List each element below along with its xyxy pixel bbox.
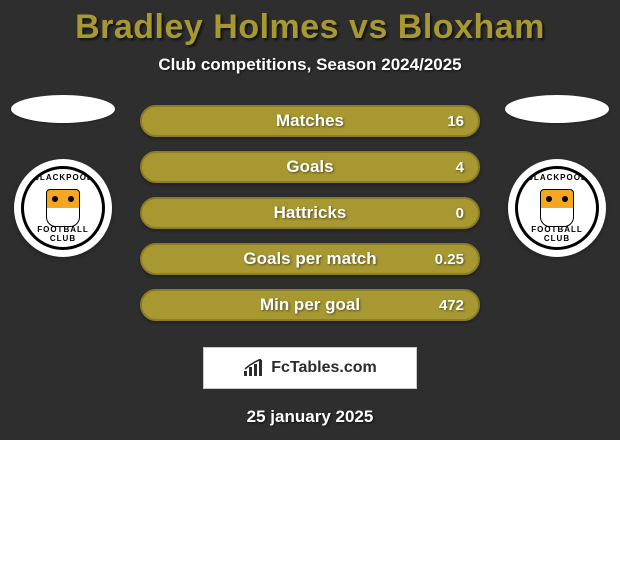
club-name-top: BLACKPOOL [527, 173, 587, 182]
stat-bar-goals: Goals 4 [140, 151, 480, 183]
player-left-avatar [11, 95, 115, 123]
player-right-avatar [505, 95, 609, 123]
stat-bar-min-per-goal: Min per goal 472 [140, 289, 480, 321]
main-content: Bradley Holmes vs Bloxham Club competiti… [0, 0, 620, 427]
stat-label: Goals per match [243, 249, 376, 269]
stat-value-right: 472 [439, 297, 464, 314]
player-left-column: BLACKPOOL FOOTBALL CLUB [8, 95, 118, 257]
date-line: 25 january 2025 [0, 407, 620, 427]
stat-label: Hattricks [274, 203, 347, 223]
club-shield-icon [46, 189, 80, 227]
stat-value-right: 0.25 [435, 251, 464, 268]
stat-value-right: 4 [456, 159, 464, 176]
stat-value-right: 16 [447, 113, 464, 130]
stat-label: Goals [286, 157, 333, 177]
stat-label: Min per goal [260, 295, 360, 315]
player-right-column: BLACKPOOL FOOTBALL CLUB [502, 95, 612, 257]
background-light [0, 440, 620, 580]
player-right-club-badge: BLACKPOOL FOOTBALL CLUB [508, 159, 606, 257]
branding-box[interactable]: FcTables.com [203, 347, 417, 389]
club-name-bottom: FOOTBALL CLUB [24, 225, 102, 243]
player-left-club-badge: BLACKPOOL FOOTBALL CLUB [14, 159, 112, 257]
club-name-bottom: FOOTBALL CLUB [518, 225, 596, 243]
club-badge-inner: BLACKPOOL FOOTBALL CLUB [515, 166, 599, 250]
stat-label: Matches [276, 111, 344, 131]
stat-bar-goals-per-match: Goals per match 0.25 [140, 243, 480, 275]
club-badge-inner: BLACKPOOL FOOTBALL CLUB [21, 166, 105, 250]
page-subtitle: Club competitions, Season 2024/2025 [0, 55, 620, 75]
comparison-area: BLACKPOOL FOOTBALL CLUB Matches 16 Goals… [0, 105, 620, 335]
stat-bar-hattricks: Hattricks 0 [140, 197, 480, 229]
chart-icon [243, 359, 265, 377]
club-shield-icon [540, 189, 574, 227]
branding-text: FcTables.com [271, 359, 377, 377]
page-title: Bradley Holmes vs Bloxham [0, 8, 620, 47]
club-name-top: BLACKPOOL [33, 173, 93, 182]
stat-value-right: 0 [456, 205, 464, 222]
stat-bar-matches: Matches 16 [140, 105, 480, 137]
stat-bars: Matches 16 Goals 4 Hattricks 0 Goals per… [140, 105, 480, 335]
